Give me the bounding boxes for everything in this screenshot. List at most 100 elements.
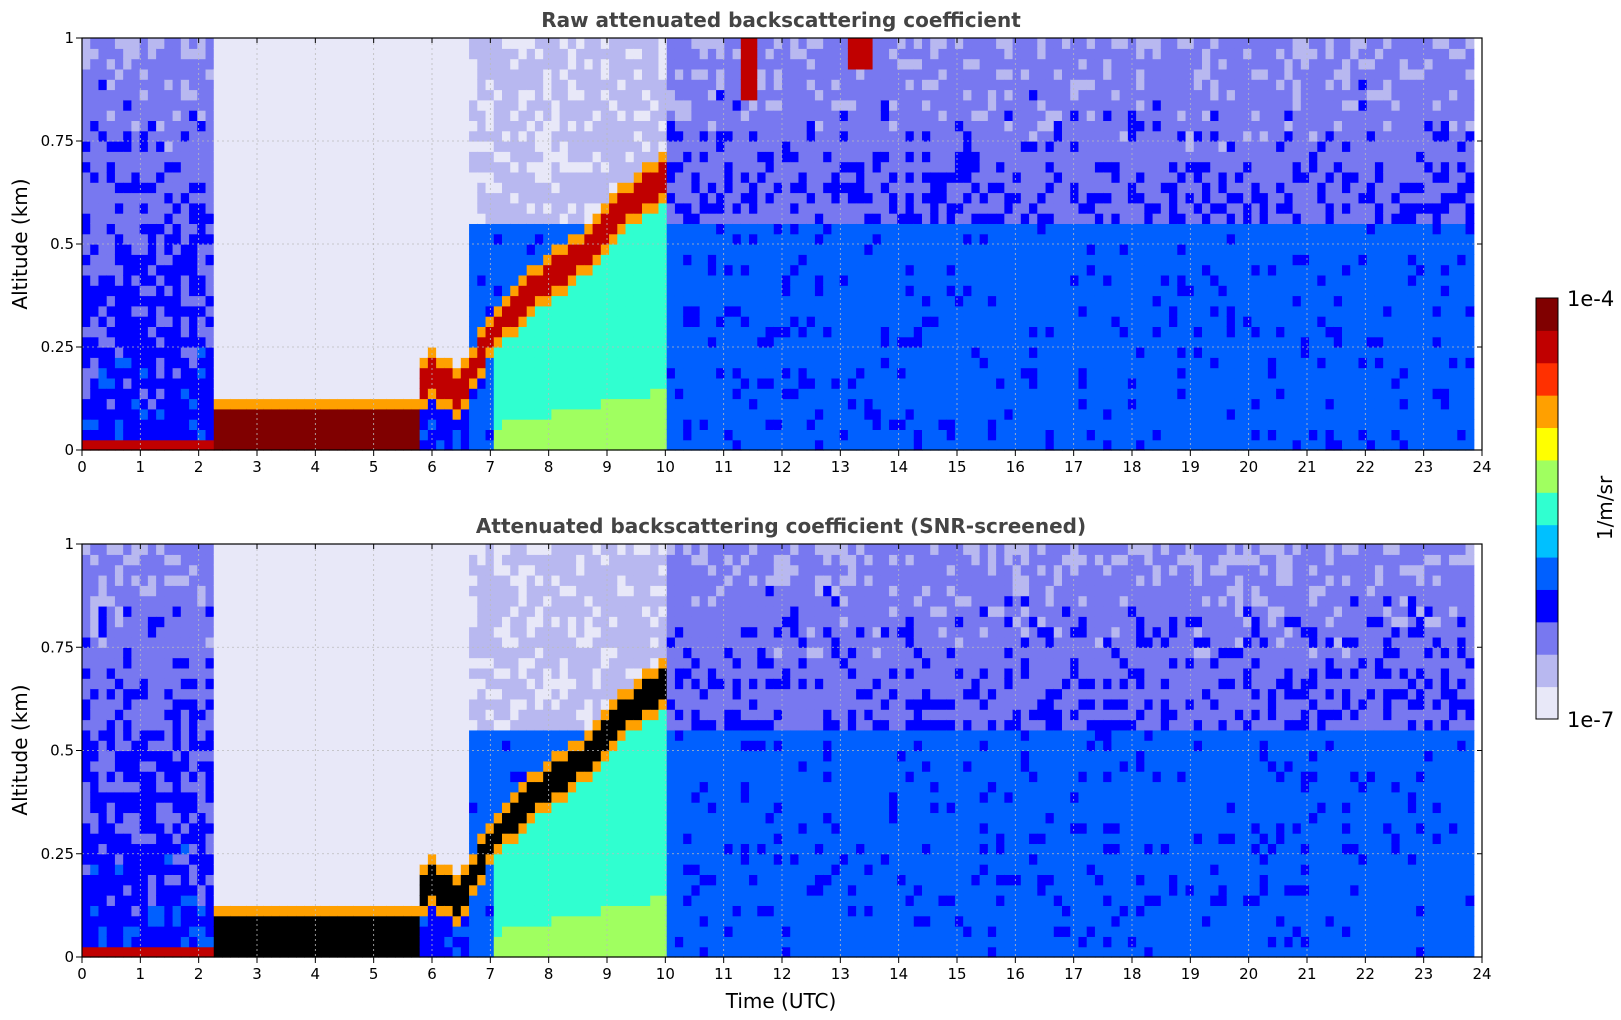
heatmap-cell: [378, 110, 388, 121]
heatmap-cell: [913, 141, 923, 152]
heatmap-cell: [724, 120, 734, 132]
heatmap-cell: [782, 377, 791, 389]
heatmap-cell: [271, 419, 281, 430]
heatmap-cell: [716, 171, 725, 183]
heatmap-cell: [1103, 192, 1113, 204]
heatmap-cell: [477, 388, 487, 400]
heatmap-cell: [1037, 130, 1047, 142]
heatmap-cell: [493, 429, 503, 441]
heatmap-cell: [625, 305, 635, 317]
heatmap-cell: [427, 171, 437, 183]
heatmap-cell: [683, 264, 693, 276]
top-panel: Raw attenuated backscattering coefficien…: [8, 8, 1492, 476]
heatmap-cell: [1004, 151, 1014, 163]
heatmap-cell: [987, 213, 997, 224]
heatmap-cell: [238, 151, 248, 163]
heatmap-cell: [279, 48, 289, 60]
heatmap-cell: [954, 367, 964, 379]
heatmap-cell: [954, 388, 964, 400]
heatmap-cell: [156, 141, 165, 152]
heatmap-cell: [790, 192, 800, 204]
heatmap-cell: [353, 79, 363, 91]
heatmap-cell: [452, 357, 462, 369]
heatmap-cell: [279, 99, 289, 111]
heatmap-cell: [642, 223, 651, 235]
heatmap-cell: [279, 161, 289, 173]
heatmap-cell: [872, 161, 882, 173]
heatmap-cell: [831, 254, 841, 266]
heatmap-cell: [419, 254, 429, 266]
heatmap-cell: [518, 357, 528, 369]
heatmap-cell: [633, 110, 643, 121]
heatmap-cell: [493, 68, 503, 80]
heatmap-cell: [724, 244, 734, 255]
heatmap-cell: [567, 213, 577, 224]
heatmap-cell: [82, 264, 91, 276]
heatmap-cell: [287, 377, 297, 389]
heatmap-cell: [279, 326, 289, 338]
heatmap-cell: [337, 285, 347, 297]
heatmap-cell: [238, 274, 248, 286]
heatmap-cell: [518, 68, 528, 80]
heatmap-cell: [806, 398, 816, 410]
heatmap-cell: [320, 439, 330, 451]
heatmap-cell: [444, 130, 454, 142]
heatmap-cell: [362, 79, 371, 91]
heatmap-cell: [1029, 89, 1038, 101]
heatmap-cell: [814, 347, 824, 358]
heatmap-cell: [831, 79, 841, 91]
heatmap-cell: [609, 264, 618, 276]
heatmap-cell: [238, 388, 248, 400]
heatmap-cell: [699, 213, 709, 224]
heatmap-cell: [642, 357, 651, 369]
heatmap-cell: [963, 202, 973, 214]
heatmap-cell: [864, 274, 874, 286]
heatmap-cell: [510, 120, 520, 132]
heatmap-cell: [312, 58, 322, 70]
heatmap-cell: [650, 254, 660, 266]
heatmap-cell: [559, 347, 569, 358]
heatmap-cell: [839, 305, 849, 317]
heatmap-cell: [1094, 398, 1104, 410]
heatmap-cell: [1020, 161, 1030, 173]
heatmap-cell: [922, 213, 931, 224]
heatmap-cell: [477, 398, 487, 410]
heatmap-cell: [592, 192, 602, 204]
heatmap-cell: [1086, 171, 1096, 183]
heatmap-cell: [460, 367, 470, 379]
heatmap-cell: [625, 182, 635, 194]
heatmap-cell: [798, 429, 808, 441]
heatmap-cell: [205, 419, 215, 430]
heatmap-cell: [1045, 233, 1055, 245]
heatmap-cell: [666, 120, 676, 132]
heatmap-cell: [905, 141, 915, 152]
heatmap-cell: [98, 295, 108, 307]
heatmap-cell: [872, 429, 882, 441]
heatmap-cell: [329, 388, 338, 400]
heatmap-cell: [856, 171, 865, 183]
heatmap-cell: [633, 202, 643, 214]
heatmap-cell: [526, 285, 536, 297]
heatmap-cell: [172, 429, 182, 441]
heatmap-cell: [889, 316, 898, 327]
heatmap-cell: [798, 161, 808, 173]
heatmap-cell: [353, 171, 363, 183]
heatmap-cell: [551, 223, 561, 235]
heatmap-cell: [749, 419, 758, 430]
heatmap-cell: [123, 264, 133, 276]
heatmap-cell: [254, 295, 264, 307]
heatmap-cell: [1029, 347, 1038, 358]
heatmap-cell: [732, 398, 742, 410]
heatmap-cell: [1020, 285, 1030, 297]
heatmap-cell: [971, 99, 981, 111]
heatmap-cell: [1078, 429, 1088, 441]
heatmap-cell: [757, 336, 767, 348]
heatmap-cell: [254, 192, 264, 204]
heatmap-cell: [996, 274, 1005, 286]
heatmap-cell: [131, 110, 141, 121]
heatmap-cell: [773, 48, 783, 60]
heatmap-cell: [296, 347, 305, 358]
heatmap-cell: [691, 285, 701, 297]
heatmap-cell: [534, 120, 544, 132]
heatmap-cell: [666, 316, 676, 327]
